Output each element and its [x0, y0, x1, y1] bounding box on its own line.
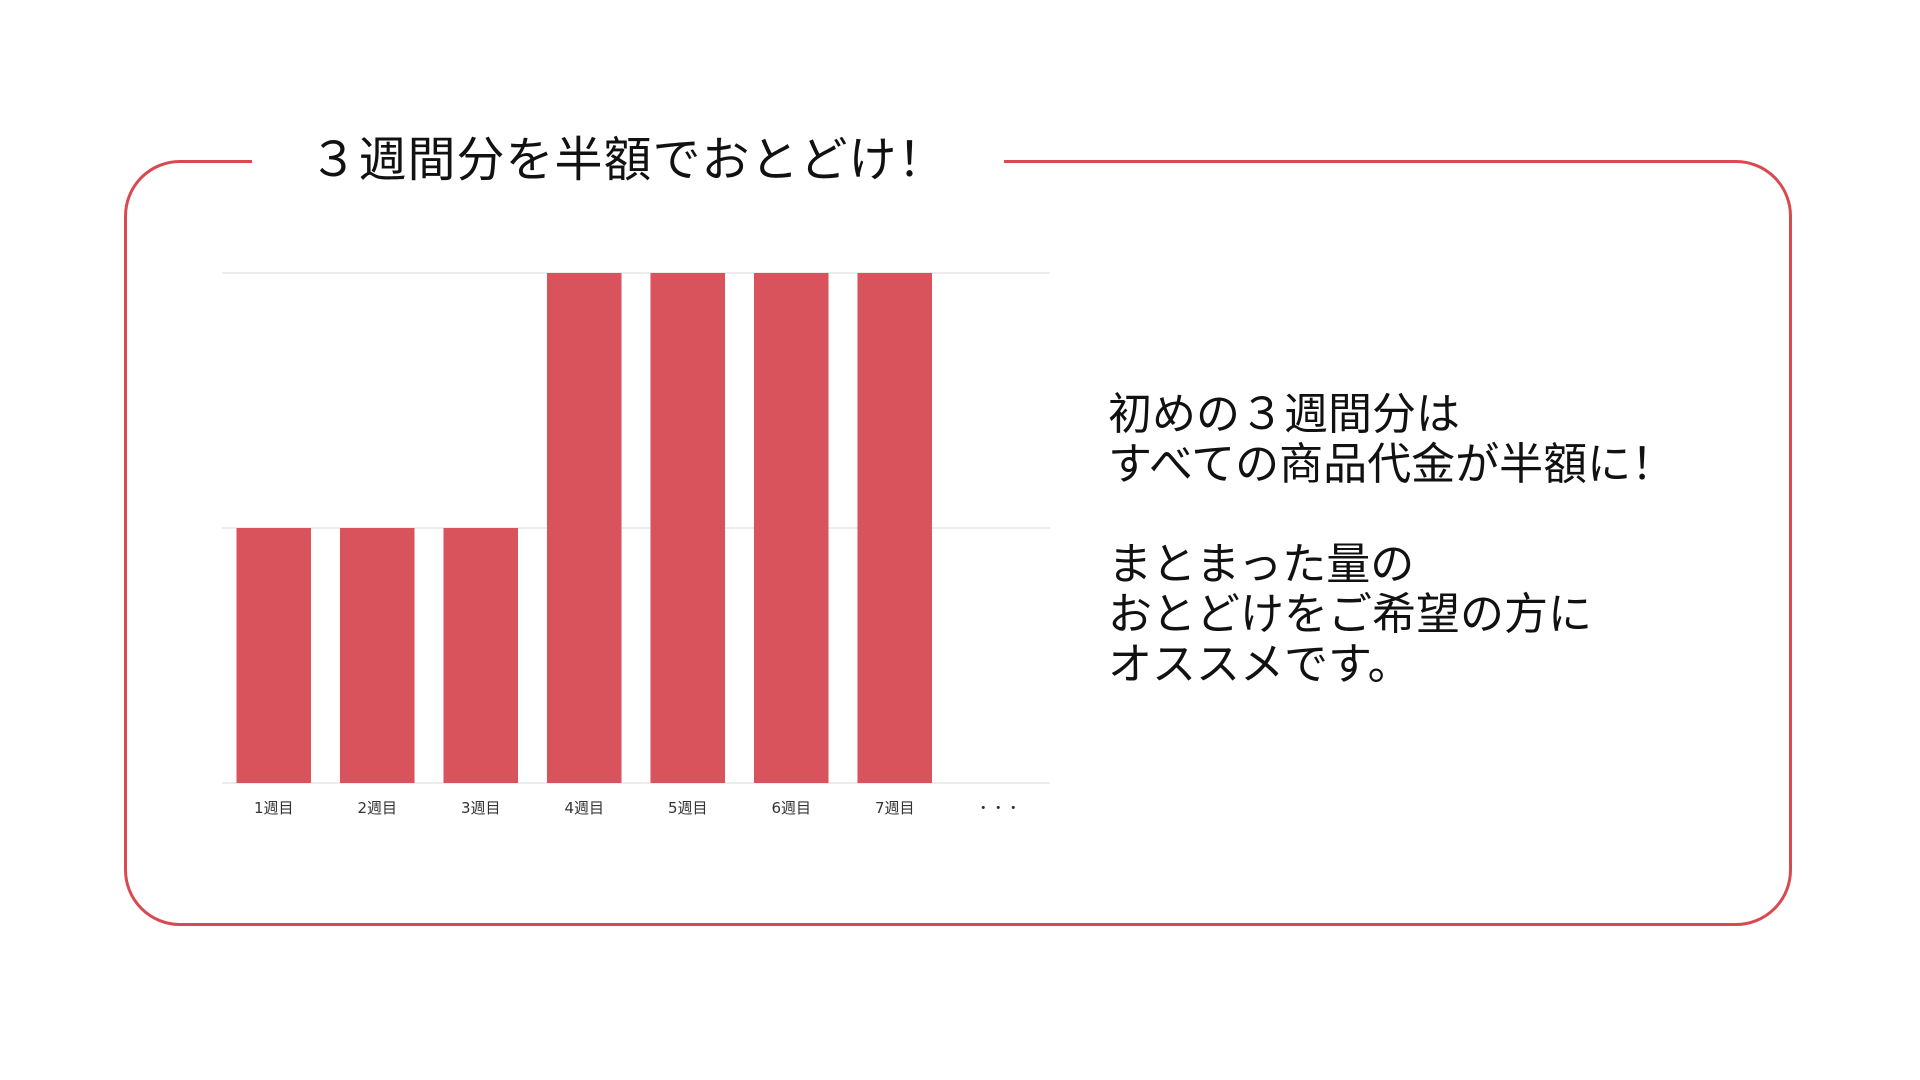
title-background	[252, 120, 1004, 200]
bar-week-5	[650, 273, 726, 783]
page-title: ３週間分を半額でおとどけ！	[309, 132, 947, 188]
bar-week-4	[546, 273, 622, 783]
description-line: まとまった量の	[1108, 539, 1415, 590]
bar-week-6	[753, 273, 829, 783]
x-tick-label: 4週目	[564, 799, 604, 817]
description-line: オススメです。	[1108, 639, 1412, 690]
chart-svg: 1週目 2週目 3週目 4週目 5週目 6週目 7週目 ・・・	[222, 272, 1050, 817]
x-tick-label: ・・・	[976, 799, 1021, 817]
paragraph-gap	[1108, 490, 1788, 540]
bar-week-7	[857, 273, 933, 783]
bar-week-3	[443, 528, 519, 783]
x-tick-label: 6週目	[771, 799, 811, 817]
description-line: すべての商品代金が半額に！	[1108, 439, 1676, 490]
description-text: 初めの３週間分は すべての商品代金が半額に！ まとまった量の おとどけをご希望の…	[1108, 390, 1788, 690]
x-tick-label: 2週目	[357, 799, 397, 817]
bar-week-2	[339, 528, 415, 783]
x-tick-label: 5週目	[668, 799, 708, 817]
bar-week-1	[236, 528, 312, 783]
x-tick-label: 7週目	[875, 799, 915, 817]
description-line: おとどけをご希望の方に	[1108, 589, 1592, 640]
weekly-bar-chart: 1週目 2週目 3週目 4週目 5週目 6週目 7週目 ・・・	[210, 258, 1060, 838]
x-tick-label: 1週目	[254, 799, 294, 817]
description-line: 初めの３週間分は	[1108, 389, 1460, 440]
x-tick-label: 3週目	[461, 799, 501, 817]
